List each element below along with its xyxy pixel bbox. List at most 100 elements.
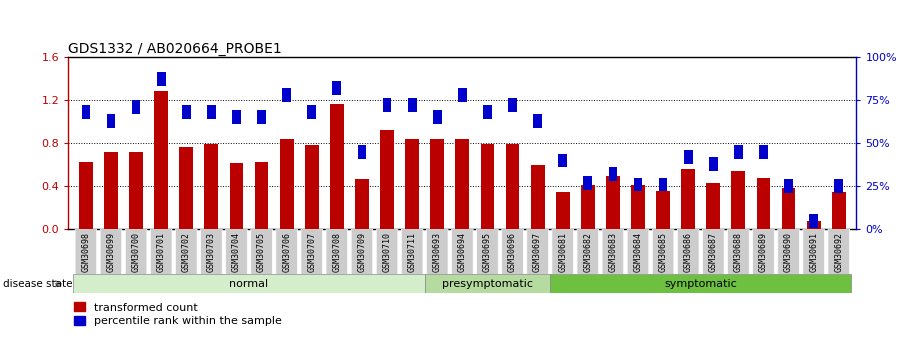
Bar — [458, 88, 466, 102]
Text: GSM30683: GSM30683 — [609, 232, 618, 272]
Text: GSM30710: GSM30710 — [383, 232, 392, 272]
FancyBboxPatch shape — [678, 228, 699, 275]
Bar — [282, 88, 291, 102]
Bar — [533, 114, 542, 128]
Bar — [330, 104, 343, 229]
Bar — [732, 171, 745, 229]
Text: GSM30692: GSM30692 — [834, 232, 844, 272]
Bar — [583, 176, 592, 190]
Text: GSM30711: GSM30711 — [407, 232, 416, 272]
Bar — [508, 98, 517, 112]
Bar — [307, 105, 316, 119]
Text: symptomatic: symptomatic — [664, 279, 737, 289]
Bar — [380, 130, 394, 229]
Bar — [483, 105, 492, 119]
FancyBboxPatch shape — [752, 228, 774, 275]
Text: GSM30699: GSM30699 — [107, 232, 116, 272]
Bar — [154, 91, 169, 229]
Text: GSM30695: GSM30695 — [483, 232, 492, 272]
FancyBboxPatch shape — [251, 228, 272, 275]
FancyBboxPatch shape — [301, 228, 322, 275]
Text: GSM30704: GSM30704 — [232, 232, 241, 272]
Text: GSM30684: GSM30684 — [633, 232, 642, 272]
Bar — [280, 139, 293, 229]
Text: GSM30697: GSM30697 — [533, 232, 542, 272]
Bar — [232, 110, 241, 124]
FancyBboxPatch shape — [126, 228, 147, 275]
Bar — [357, 145, 366, 159]
Text: GSM30681: GSM30681 — [558, 232, 568, 272]
Bar — [179, 148, 193, 229]
FancyBboxPatch shape — [100, 228, 122, 275]
Bar — [230, 162, 243, 229]
Bar — [333, 81, 342, 95]
Text: GSM30698: GSM30698 — [81, 232, 90, 272]
FancyBboxPatch shape — [552, 228, 574, 275]
Bar — [182, 105, 190, 119]
Bar — [709, 157, 718, 171]
Bar — [684, 150, 692, 164]
FancyBboxPatch shape — [200, 228, 222, 275]
FancyBboxPatch shape — [176, 228, 197, 275]
FancyBboxPatch shape — [803, 228, 824, 275]
Bar — [257, 110, 266, 124]
Bar — [659, 178, 668, 191]
Text: GSM30702: GSM30702 — [182, 232, 190, 272]
Text: GSM30709: GSM30709 — [357, 232, 366, 272]
Bar — [355, 179, 369, 229]
Bar — [759, 145, 768, 159]
Bar — [79, 161, 93, 229]
FancyBboxPatch shape — [452, 228, 473, 275]
FancyBboxPatch shape — [828, 228, 850, 275]
Text: GSM30696: GSM30696 — [508, 232, 517, 272]
FancyBboxPatch shape — [426, 228, 448, 275]
FancyBboxPatch shape — [627, 228, 649, 275]
Bar — [480, 144, 495, 229]
FancyBboxPatch shape — [602, 228, 624, 275]
Bar — [456, 139, 469, 229]
Bar — [132, 100, 140, 114]
FancyBboxPatch shape — [150, 228, 172, 275]
Bar — [506, 144, 519, 229]
Bar — [782, 188, 795, 229]
Text: GSM30707: GSM30707 — [307, 232, 316, 272]
Bar — [430, 139, 445, 229]
FancyBboxPatch shape — [728, 228, 749, 275]
FancyBboxPatch shape — [476, 228, 498, 275]
Bar — [129, 152, 143, 229]
Bar — [104, 152, 118, 229]
Bar — [425, 274, 550, 293]
Bar — [383, 98, 392, 112]
Text: disease state: disease state — [3, 279, 72, 289]
Bar — [550, 274, 851, 293]
Bar — [606, 176, 619, 229]
Bar — [656, 190, 670, 229]
Bar — [81, 105, 90, 119]
FancyBboxPatch shape — [276, 228, 298, 275]
Bar — [556, 192, 569, 229]
FancyBboxPatch shape — [577, 228, 599, 275]
Bar — [834, 179, 844, 193]
Legend: transformed count, percentile rank within the sample: transformed count, percentile rank withi… — [74, 302, 281, 326]
Text: GSM30693: GSM30693 — [433, 232, 442, 272]
Text: GSM30688: GSM30688 — [734, 232, 742, 272]
Text: presymptomatic: presymptomatic — [442, 279, 533, 289]
Text: GSM30700: GSM30700 — [131, 232, 140, 272]
Text: GSM30690: GSM30690 — [784, 232, 793, 272]
Text: GSM30687: GSM30687 — [709, 232, 718, 272]
FancyBboxPatch shape — [351, 228, 373, 275]
FancyBboxPatch shape — [502, 228, 523, 275]
Bar — [706, 183, 721, 229]
Bar — [207, 105, 216, 119]
Bar — [832, 192, 845, 229]
Bar — [204, 144, 219, 229]
FancyBboxPatch shape — [376, 228, 398, 275]
Bar — [756, 178, 771, 229]
Bar — [631, 185, 645, 229]
Bar — [255, 161, 269, 229]
Bar — [157, 72, 166, 86]
FancyBboxPatch shape — [326, 228, 348, 275]
Text: GDS1332 / AB020664_PROBE1: GDS1332 / AB020664_PROBE1 — [68, 42, 282, 56]
FancyBboxPatch shape — [75, 228, 97, 275]
Bar — [807, 221, 821, 229]
